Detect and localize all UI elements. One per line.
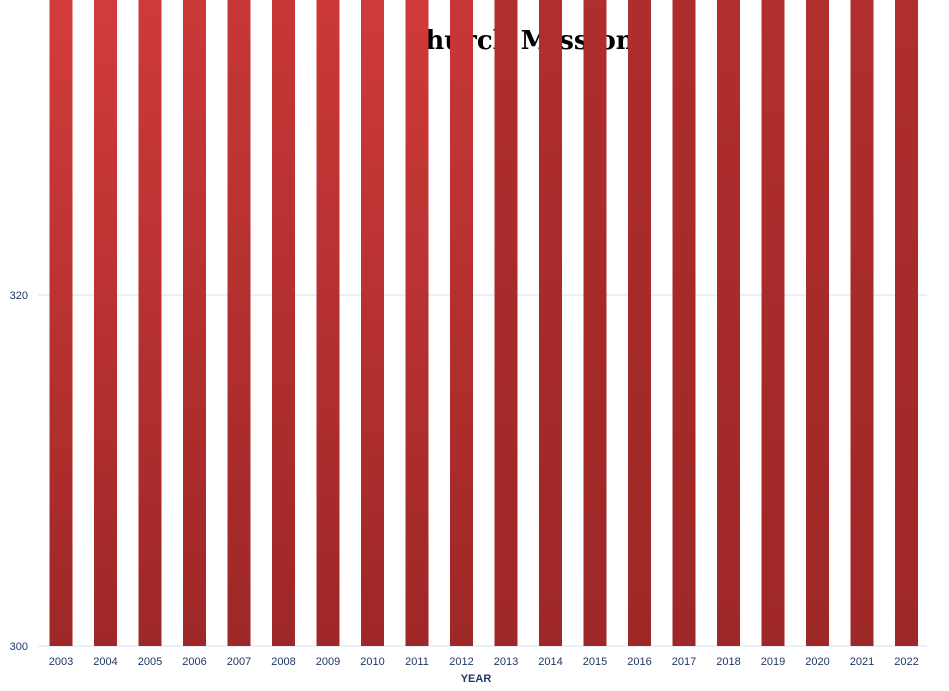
x-tick-label: 2021 [850,656,874,668]
bar [138,0,162,646]
chart-title: Church Missions [405,26,650,56]
bar [583,0,607,646]
y-tick-label: 320 [10,290,28,302]
x-tick-label: 2012 [449,656,473,668]
bar [227,0,251,647]
bar [272,0,295,647]
bar [494,0,518,646]
bar [539,0,562,646]
bar [761,0,785,646]
y-tick-label: 300 [10,641,28,653]
gridlines [38,294,927,647]
x-tick-label: 2005 [138,656,162,668]
x-tick-label: 2007 [227,656,251,668]
x-tick-label: 2018 [716,656,740,668]
bar [316,0,340,647]
x-tick-label: 2008 [271,656,295,668]
bar [628,0,651,646]
bar [183,0,206,647]
bar [361,0,384,646]
bars [49,0,918,647]
x-tick-label: 2014 [538,656,562,668]
bar [49,0,73,646]
bar [806,0,829,646]
bar [94,0,117,647]
x-tick-label: 2020 [805,656,829,668]
y-axis-ticks: 300320340360380400420 [10,290,28,653]
x-tick-label: 2022 [894,656,918,668]
x-tick-label: 2009 [316,656,340,668]
x-tick-label: 2004 [93,656,117,668]
x-tick-label: 2010 [360,656,384,668]
x-tick-label: 2003 [49,656,73,668]
bar [450,0,473,646]
x-tick-label: 2019 [761,656,785,668]
bar [672,0,696,646]
bar [405,0,429,646]
x-tick-label: 2013 [494,656,518,668]
x-axis-ticks: 2003 2004 2005 2006 2007 2008 2009 2010 2011 2012… [49,656,919,668]
x-tick-label: 2017 [672,656,696,668]
x-tick-label: 2016 [627,656,651,668]
x-tick-label: 2011 [405,656,429,668]
bar [895,0,918,646]
bar [717,0,740,646]
bar [850,0,874,646]
x-tick-label: 2006 [182,656,206,668]
x-axis-title: YEAR [461,673,492,685]
x-tick-label: 2015 [583,656,607,668]
